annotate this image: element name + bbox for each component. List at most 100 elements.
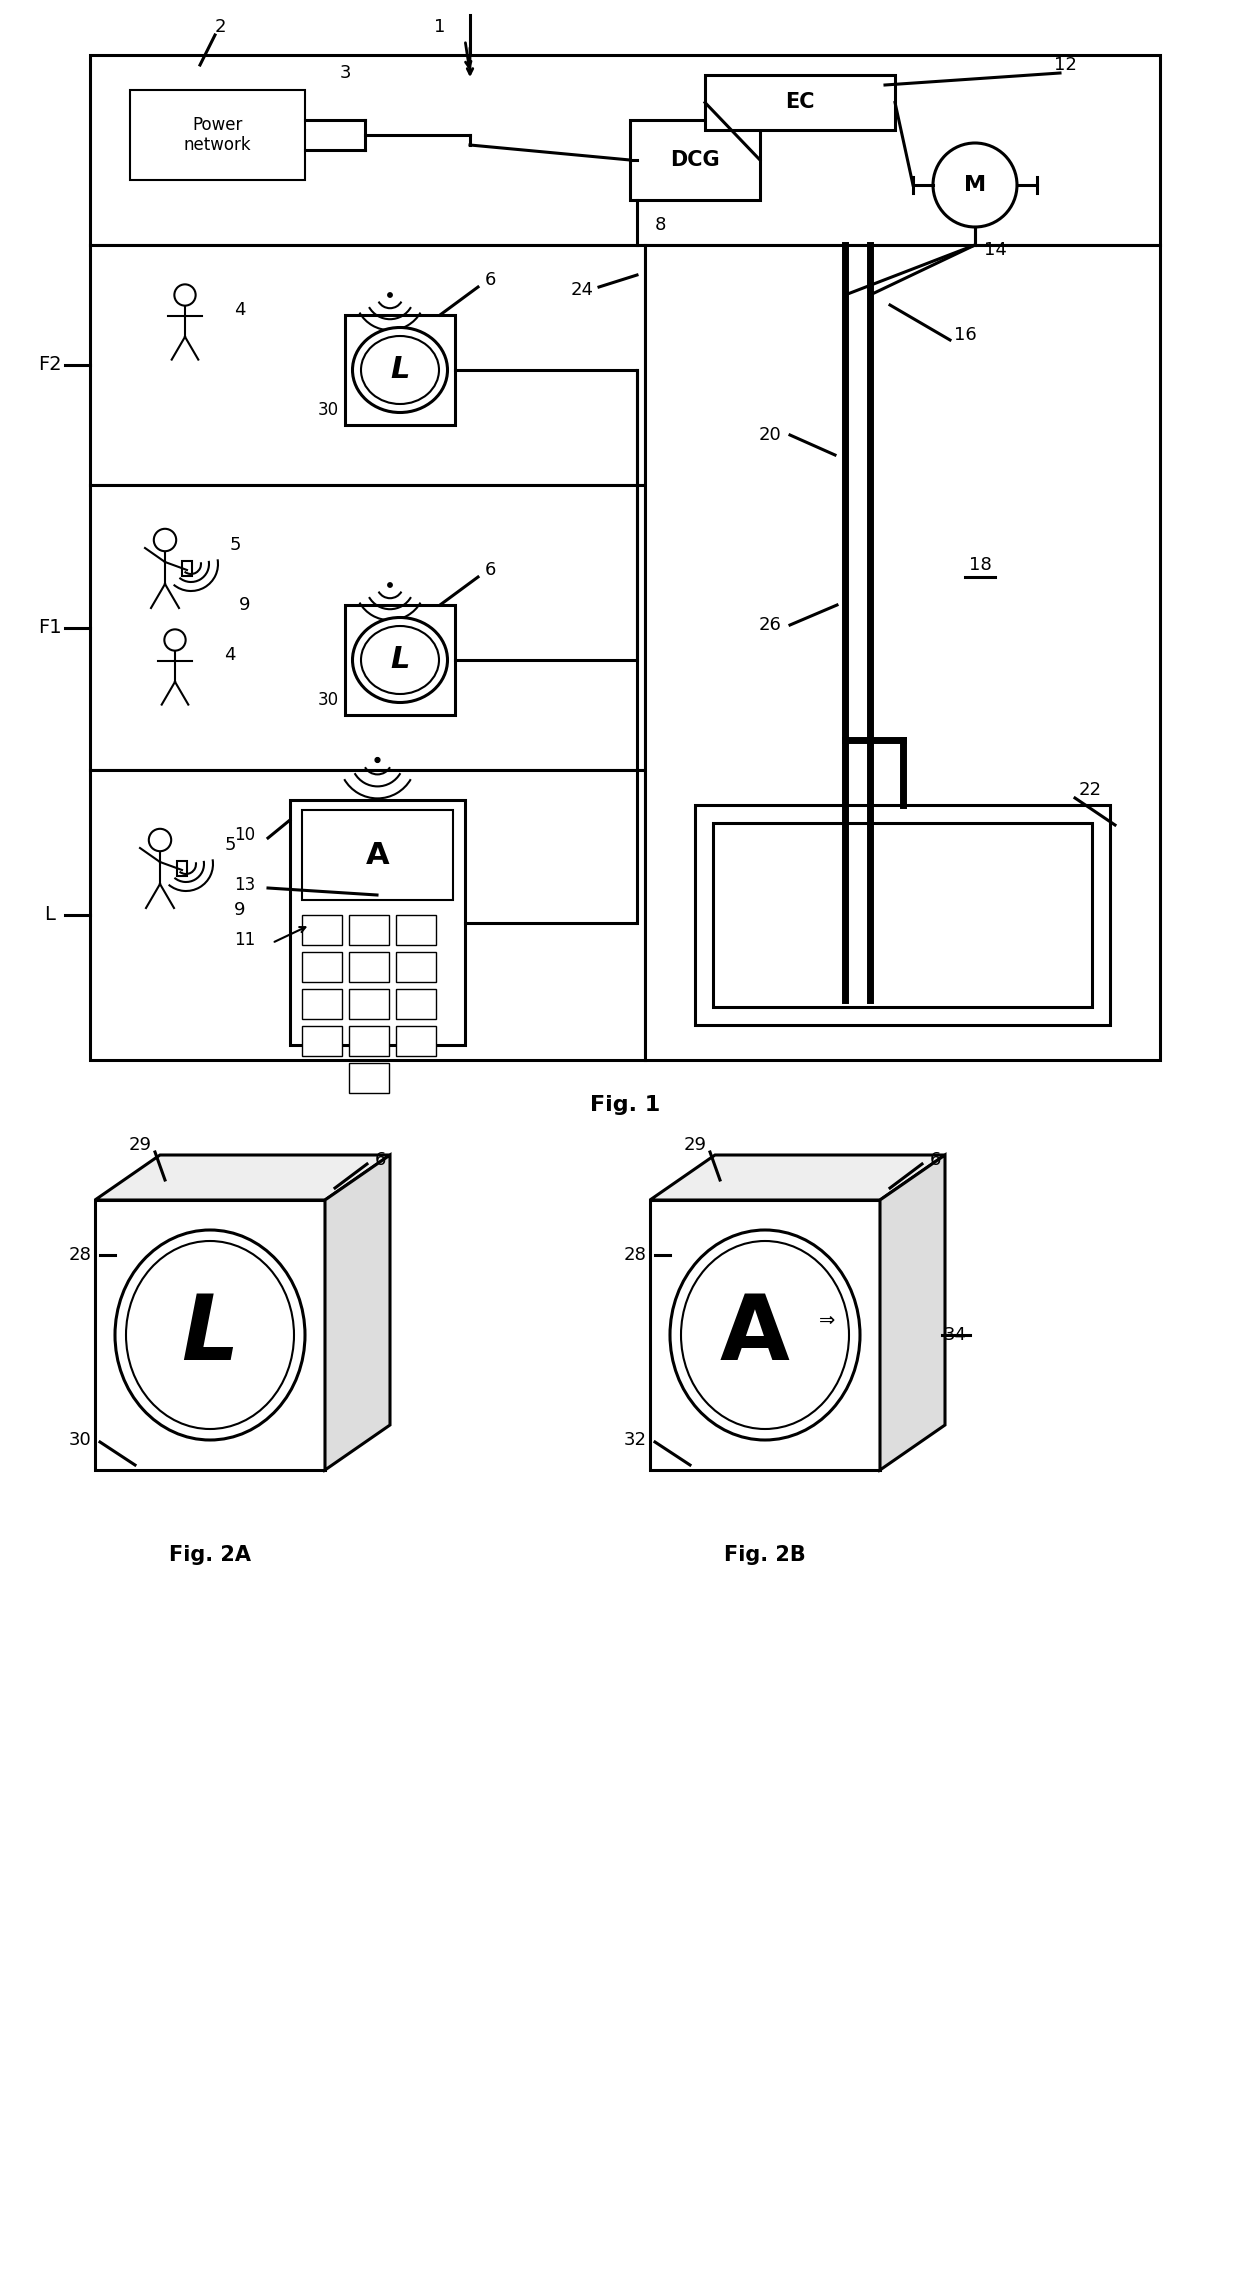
Circle shape [175,284,196,305]
Text: F1: F1 [38,618,62,636]
Circle shape [388,293,392,298]
Text: A: A [720,1291,790,1380]
Text: 13: 13 [234,875,255,893]
Circle shape [165,630,186,650]
Text: L: L [181,1291,239,1380]
Text: F2: F2 [38,355,62,375]
Ellipse shape [361,336,439,405]
Text: 24: 24 [570,282,594,300]
Bar [303,1025,342,1057]
Bar [650,1200,880,1471]
Text: 16: 16 [954,325,976,343]
Text: 22: 22 [1079,782,1101,800]
Circle shape [374,757,379,761]
Bar [303,989,342,1018]
Bar [345,605,455,716]
Bar [348,1025,389,1057]
Text: 11: 11 [234,932,255,950]
Bar [348,989,389,1018]
Polygon shape [650,1155,945,1200]
Bar [130,91,305,180]
Circle shape [149,830,171,850]
Bar [95,1200,325,1471]
Bar [303,809,453,900]
Text: EC: EC [785,93,815,111]
Ellipse shape [361,625,439,693]
Text: L: L [45,905,56,925]
Bar [91,245,645,484]
Ellipse shape [352,618,448,702]
Text: 9: 9 [234,900,246,918]
Bar [348,916,389,946]
Bar [645,245,1159,1059]
Text: 30: 30 [317,691,339,709]
Text: 32: 32 [624,1432,646,1448]
Text: 5: 5 [224,836,236,855]
Bar [345,316,455,425]
Text: Power
network: Power network [184,116,252,155]
Polygon shape [95,1155,391,1200]
Text: 20: 20 [759,425,781,443]
Bar [290,800,465,1046]
Bar [91,771,645,1059]
Ellipse shape [352,327,448,411]
Circle shape [154,530,176,550]
Text: 6: 6 [485,561,496,580]
Text: 6: 6 [929,1150,941,1168]
Bar [713,823,1092,1007]
Text: 30: 30 [68,1432,92,1448]
Text: 14: 14 [983,241,1007,259]
Text: ⇒: ⇒ [818,1312,836,1330]
Text: 4: 4 [224,646,236,664]
Bar [348,952,389,982]
Text: Fig. 2B: Fig. 2B [724,1546,806,1566]
Text: 1: 1 [434,18,445,36]
Text: 29: 29 [129,1136,151,1155]
Bar [694,805,1110,1025]
Text: 10: 10 [234,825,255,843]
Text: 6: 6 [374,1150,386,1168]
Bar [396,952,436,982]
Text: A: A [366,841,389,871]
Bar [177,861,187,877]
Bar [182,561,192,577]
Text: 6: 6 [485,270,496,289]
Text: 4: 4 [234,300,246,318]
Bar [303,916,342,946]
Text: 29: 29 [683,1136,707,1155]
Bar [396,989,436,1018]
Bar [396,1025,436,1057]
Ellipse shape [681,1241,849,1430]
Ellipse shape [115,1230,305,1441]
Text: 3: 3 [340,64,351,82]
Text: L: L [391,646,409,675]
Text: 34: 34 [944,1325,966,1343]
Text: 30: 30 [317,400,339,418]
Text: 26: 26 [759,616,781,634]
Text: Fig. 1: Fig. 1 [590,1096,660,1116]
Polygon shape [880,1155,945,1471]
Text: DCG: DCG [670,150,719,170]
Text: 12: 12 [1054,57,1076,75]
Text: 9: 9 [239,596,250,614]
Bar [396,916,436,946]
Bar [706,75,895,130]
Bar [348,1064,389,1093]
Bar [91,484,645,771]
Bar [91,55,1159,245]
Text: Fig. 2A: Fig. 2A [169,1546,250,1566]
Text: 28: 28 [68,1246,92,1264]
Text: M: M [963,175,986,195]
Ellipse shape [126,1241,294,1430]
Text: 28: 28 [624,1246,646,1264]
Bar [303,952,342,982]
Bar [630,120,760,200]
Text: 8: 8 [655,216,666,234]
Ellipse shape [670,1230,861,1441]
Circle shape [932,143,1017,227]
Polygon shape [325,1155,391,1471]
Text: 5: 5 [229,536,241,555]
Text: 2: 2 [215,18,226,36]
Circle shape [388,582,392,586]
Text: 18: 18 [968,557,991,575]
